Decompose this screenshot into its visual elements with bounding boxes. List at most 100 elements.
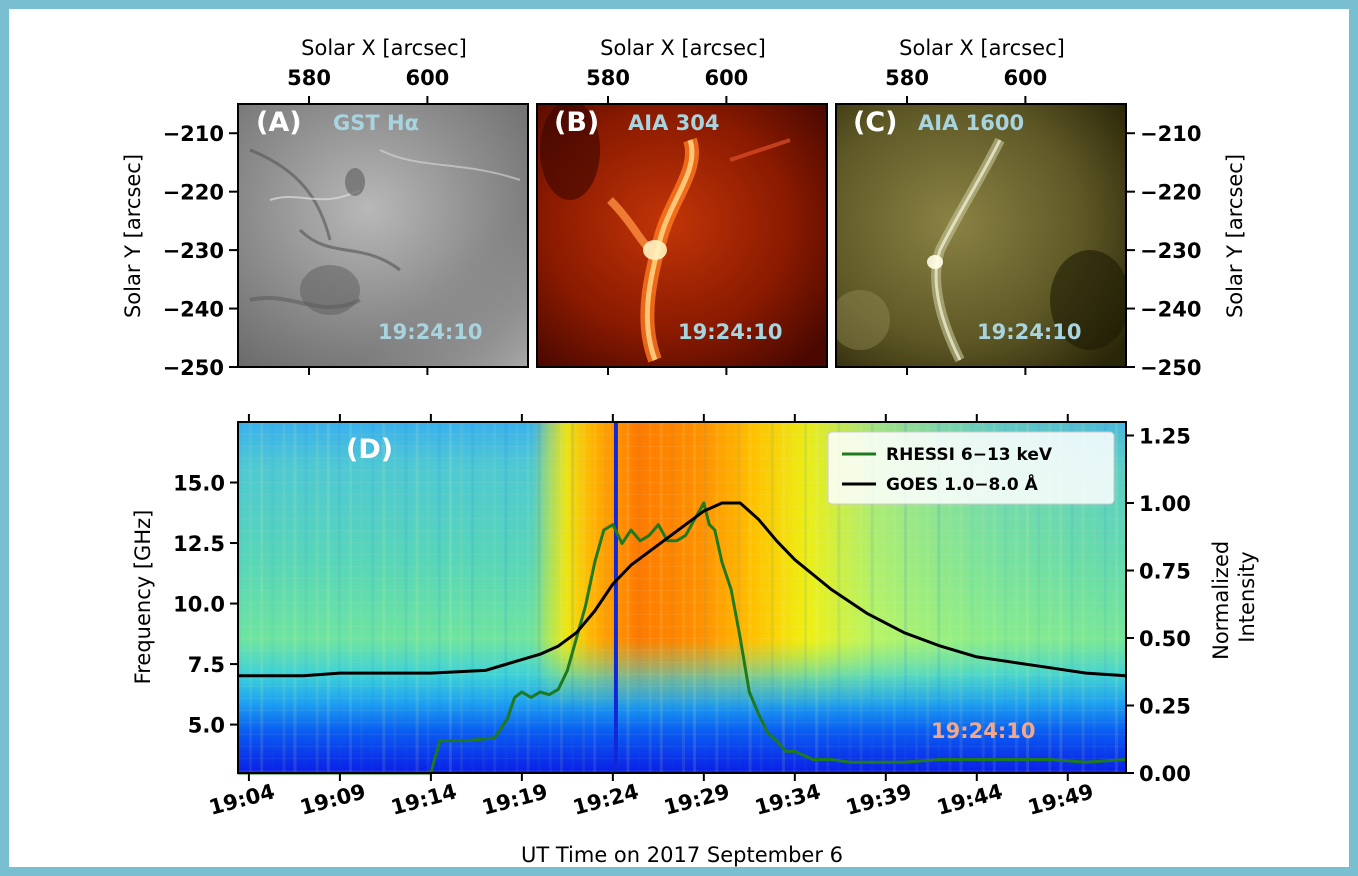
spectrogram-stripe xyxy=(737,422,741,773)
right-ytick-label-0: −210 xyxy=(1140,122,1201,146)
spectrogram-stripe xyxy=(582,422,586,773)
d-ytick-right-label-4: 1.00 xyxy=(1139,492,1191,516)
d-ytick-right-label-0: 0.00 xyxy=(1139,762,1191,786)
spectrogram-stripe xyxy=(759,422,763,773)
spectrogram-band xyxy=(238,518,1126,519)
spectrogram-stripe xyxy=(915,422,919,773)
spectrogram-stripe xyxy=(493,422,497,773)
spectrogram-stripe xyxy=(515,422,519,773)
spectrogram-band xyxy=(238,770,1126,771)
top-left-ylabel: Solar Y [arcsec] xyxy=(121,154,145,318)
top-xtick-label-2-1: 600 xyxy=(1003,66,1047,90)
panel-d-ylabel-right-line1: Normalized xyxy=(1209,541,1233,660)
spectrogram-stripe xyxy=(1026,422,1030,773)
spectrogram-stripe xyxy=(1070,422,1074,773)
spectrogram-stripe xyxy=(826,422,830,773)
spectrogram-band xyxy=(238,698,1126,699)
spectrogram-band xyxy=(238,542,1126,543)
d-ytick-right-label-2: 0.50 xyxy=(1139,627,1191,651)
d-xtick-label-2: 19:14 xyxy=(388,779,459,819)
spectrogram-band xyxy=(238,650,1126,651)
spectrogram-band xyxy=(238,482,1126,483)
spectrogram-band xyxy=(238,566,1126,567)
panel-d-frame xyxy=(237,421,1127,774)
spectrogram-stripe xyxy=(315,422,319,773)
spectrogram-stripe xyxy=(238,422,241,773)
d-ytick-left-label-4: 15.0 xyxy=(173,472,225,496)
spectrogram-band xyxy=(238,494,1126,495)
spectrogram-stripe xyxy=(637,422,641,773)
panel-c-label: (C) xyxy=(853,107,898,138)
panel-b-image xyxy=(537,104,827,367)
spectrogram-band xyxy=(238,458,1126,459)
d-xtick-label-3: 19:19 xyxy=(479,779,550,819)
spectrogram-band xyxy=(238,758,1126,759)
spectrogram-stripe xyxy=(848,422,852,773)
spectrogram-band xyxy=(238,470,1126,471)
spectrogram-stripes xyxy=(238,422,1126,773)
spectrogram-band xyxy=(238,434,1126,435)
spectrogram-stripe xyxy=(948,422,952,773)
spectrogram-band xyxy=(238,722,1126,723)
d-ytick-left-label-3: 12.5 xyxy=(173,532,225,556)
spectrogram-stripe xyxy=(271,422,275,773)
spectrogram-stripe xyxy=(559,422,563,773)
spectrogram-stripe xyxy=(870,422,874,773)
d-xtick-label-9: 19:49 xyxy=(1025,779,1096,819)
spectrogram-band xyxy=(238,602,1126,603)
left-ytick-label-2: −230 xyxy=(163,239,224,263)
d-xtick-label-4: 19:24 xyxy=(570,779,641,819)
spectrogram-stripe xyxy=(282,422,286,773)
spectrogram-stripe xyxy=(648,422,652,773)
spectrogram-stripe xyxy=(815,422,819,773)
spectrogram-stripe xyxy=(349,422,352,773)
spectrogram-stripe xyxy=(371,422,375,773)
spectrogram-stripe xyxy=(571,422,574,773)
left-ytick-label-1: −220 xyxy=(163,181,224,205)
left-ytick-label-4: −250 xyxy=(163,356,224,380)
d-xtick-label-8: 19:44 xyxy=(934,779,1005,819)
spectrogram-stripe xyxy=(926,422,930,773)
spectrogram-stripe xyxy=(537,422,541,773)
panel-d-label: (D) xyxy=(346,434,393,465)
d-ytick-left-label-2: 10.0 xyxy=(173,593,225,617)
top-xtick-label-2-0: 580 xyxy=(885,66,929,90)
spectrogram-stripe xyxy=(793,422,796,773)
spectrogram-stripe xyxy=(770,422,774,773)
spectrogram-stripe xyxy=(482,422,486,773)
spectrogram-stripe xyxy=(659,422,663,773)
panel-d-ylabel-right-line2: Intensity xyxy=(1235,551,1259,642)
spectrogram-stripe xyxy=(604,422,608,773)
spectrogram-band xyxy=(238,746,1126,747)
spectrogram-stripe xyxy=(448,422,452,773)
spectrogram-stripe xyxy=(859,422,863,773)
top-xtick-label-0-1: 600 xyxy=(405,66,449,90)
spectrogram-stripe xyxy=(881,422,885,773)
spectrogram-band xyxy=(238,614,1126,615)
spectrogram-stripe xyxy=(1037,422,1041,773)
top-xtick-label-0-0: 580 xyxy=(287,66,331,90)
legend-label-goes: GOES 1.0−8.0 Å xyxy=(886,472,1039,495)
spectrogram-stripe xyxy=(981,422,985,773)
spectrogram-band xyxy=(238,446,1126,447)
spectrogram-stripe xyxy=(426,422,430,773)
top-axes-ticks: 580 600 580 600 580 600 −210 −210 −220 −220 −230 −2… xyxy=(163,66,1202,380)
panel-d-ylabel-right: Normalized Intensity xyxy=(1209,534,1259,660)
panel-d-ylabel-left: Frequency [GHz] xyxy=(131,510,155,685)
right-ytick-label-1: −220 xyxy=(1140,181,1201,205)
spectrogram-stripe xyxy=(1103,422,1107,773)
d-xtick-label-0: 19:04 xyxy=(206,779,277,819)
panel-c-image xyxy=(836,104,1126,367)
panel-a-label: (A) xyxy=(256,107,302,138)
spectrogram-stripe xyxy=(1003,422,1007,773)
spectrogram-stripe xyxy=(293,422,297,773)
panel-a-xlabel: Solar X [arcsec] xyxy=(301,36,467,60)
panel-b-frame xyxy=(536,103,828,368)
spectrogram-band xyxy=(238,662,1126,663)
spectrogram-stripe xyxy=(404,422,408,773)
spectrogram-stripe xyxy=(593,422,597,773)
left-ytick-label-3: −240 xyxy=(163,298,224,322)
d-ytick-right-label-3: 0.75 xyxy=(1139,560,1191,584)
spectrogram-band xyxy=(238,734,1126,735)
